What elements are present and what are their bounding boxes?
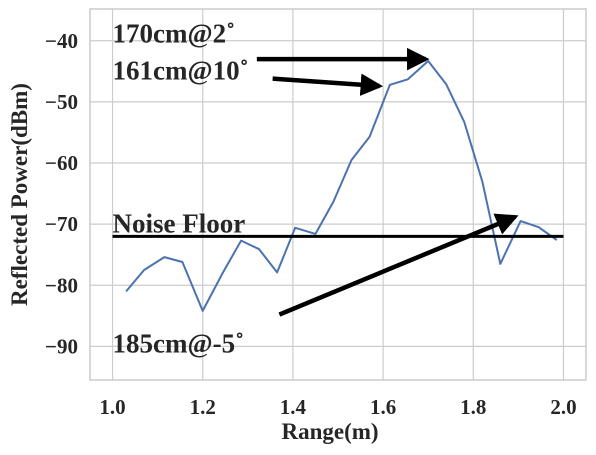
- y-tick-label: −60: [45, 151, 78, 175]
- x-tick-label: 1.8: [460, 395, 486, 419]
- y-tick-label: −50: [45, 90, 78, 114]
- annotation-arrow-a185: [278, 213, 519, 317]
- x-tick-label: 1.2: [190, 395, 216, 419]
- annotation-label-a161: 161cm@10˚: [113, 55, 249, 85]
- y-axis-title: Reflected Power(dBm): [7, 83, 32, 306]
- x-tick-label: 1.0: [99, 395, 125, 419]
- plot-frame: [89, 8, 587, 381]
- annotation-arrow-a161: [272, 73, 384, 96]
- noise-floor-label: Noise Floor: [113, 208, 246, 238]
- x-tick-label: 2.0: [550, 395, 576, 419]
- y-tick-label: −90: [45, 334, 78, 358]
- y-tick-label: −70: [45, 212, 78, 236]
- annotation-label-a185: 185cm@-5˚: [113, 328, 245, 358]
- y-tick-label: −40: [45, 29, 78, 53]
- x-tick-label: 1.6: [370, 395, 396, 419]
- x-axis-title: Range(m): [281, 419, 378, 444]
- annotation-label-a170: 170cm@2˚: [113, 19, 236, 49]
- y-tick-label: −80: [45, 273, 78, 297]
- series-line: [125, 60, 558, 312]
- x-tick-label: 1.4: [280, 395, 307, 419]
